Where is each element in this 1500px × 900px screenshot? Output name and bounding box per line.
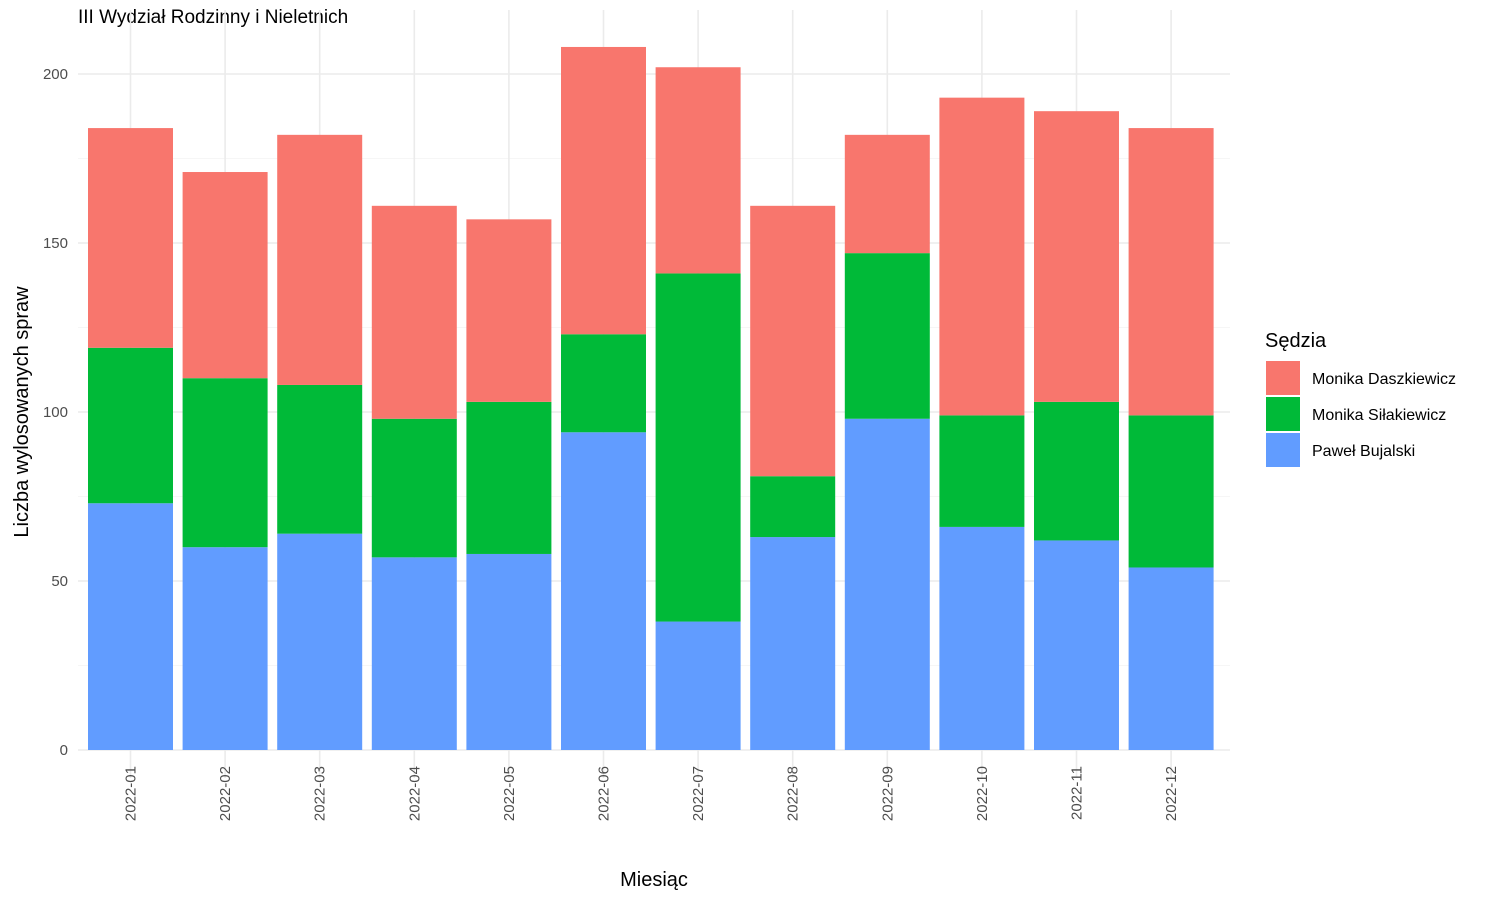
x-tick-label: 2022-12 [1163, 766, 1180, 821]
legend: Sędzia Monika Daszkiewicz Monika Siłakiewi… [1265, 330, 1456, 467]
x-axis-label: Miesiąc [620, 869, 688, 891]
x-axis: 2022-01 2022-02 2022-03 2022-04 2022-05 2022-… [123, 766, 1181, 821]
bar-segment-monika-si-akiewicz [655, 273, 741, 622]
bar-marks [88, 46, 1214, 750]
legend-title: Sędzia [1265, 330, 1327, 352]
bar-segment-monika-si-akiewicz [182, 378, 268, 548]
y-tick-label: 50 [51, 573, 68, 590]
bar-segment-monika-daszkiewicz [1128, 128, 1214, 416]
bar-segment-monika-si-akiewicz [1034, 401, 1119, 541]
bar-segment-monika-daszkiewicz [655, 67, 741, 274]
bar-segment-monika-daszkiewicz [277, 134, 363, 385]
y-tick-label: 150 [43, 235, 68, 252]
bar-segment-monika-si-akiewicz [371, 418, 457, 558]
y-axis: 0 50 100 150 200 [43, 66, 68, 759]
bar-segment-monika-daszkiewicz [939, 97, 1025, 416]
bar-segment-monika-daszkiewicz [182, 172, 268, 379]
bar-segment-monika-daszkiewicz [750, 205, 836, 477]
bar-segment-pawe-bujalski [466, 553, 552, 750]
bar-segment-monika-daszkiewicz [466, 219, 552, 402]
x-tick-label: 2022-10 [974, 766, 991, 821]
bar-segment-monika-si-akiewicz [844, 253, 930, 419]
legend-swatch [1266, 361, 1300, 395]
bar-segment-pawe-bujalski [371, 557, 457, 750]
y-tick-label: 0 [60, 742, 68, 759]
x-tick-label: 2022-01 [123, 766, 140, 821]
x-tick-label: 2022-05 [501, 766, 518, 821]
x-tick-label: 2022-04 [406, 766, 423, 821]
x-tick-label: 2022-11 [1069, 766, 1086, 820]
x-tick-label: 2022-02 [217, 766, 234, 821]
bar-segment-monika-si-akiewicz [277, 384, 363, 534]
bar-segment-pawe-bujalski [844, 418, 930, 750]
bar-segment-pawe-bujalski [182, 547, 268, 750]
bar-segment-pawe-bujalski [277, 533, 363, 750]
y-tick-label: 100 [43, 404, 68, 421]
x-tick-label: 2022-03 [312, 766, 329, 821]
bar-segment-pawe-bujalski [1034, 540, 1119, 750]
y-axis-label: Liczba wylosowanych spraw [11, 286, 33, 538]
bar-segment-monika-daszkiewicz [844, 134, 930, 254]
bar-segment-monika-daszkiewicz [371, 205, 457, 419]
bar-segment-monika-daszkiewicz [1034, 111, 1119, 402]
x-tick-label: 2022-07 [690, 766, 707, 821]
bar-segment-pawe-bujalski [939, 526, 1025, 750]
bar-segment-monika-daszkiewicz [88, 128, 173, 348]
bar-segment-monika-si-akiewicz [466, 401, 552, 554]
legend-swatch [1266, 397, 1300, 431]
bar-segment-monika-si-akiewicz [939, 415, 1025, 527]
x-tick-label: 2022-06 [596, 766, 613, 821]
bar-segment-pawe-bujalski [655, 621, 741, 750]
bar-segment-monika-daszkiewicz [561, 46, 646, 335]
legend-label: Paweł Bujalski [1312, 443, 1415, 460]
bar-segment-monika-si-akiewicz [88, 347, 173, 504]
legend-label: Monika Daszkiewicz [1312, 371, 1456, 388]
bar-segment-monika-si-akiewicz [1128, 415, 1214, 568]
bar-segment-pawe-bujalski [561, 432, 646, 750]
chart-title: III Wydział Rodzinny i Nieletnich [78, 7, 349, 28]
legend-swatch [1266, 433, 1300, 467]
legend-label: Monika Siłakiewicz [1312, 407, 1446, 424]
x-tick-label: 2022-08 [785, 766, 802, 821]
bar-segment-pawe-bujalski [1128, 567, 1214, 750]
bar-segment-pawe-bujalski [88, 503, 173, 750]
x-tick-label: 2022-09 [879, 766, 896, 821]
bar-segment-monika-si-akiewicz [561, 334, 646, 433]
bar-segment-monika-si-akiewicz [750, 476, 836, 538]
y-tick-label: 200 [43, 66, 68, 83]
bar-segment-pawe-bujalski [750, 537, 836, 750]
